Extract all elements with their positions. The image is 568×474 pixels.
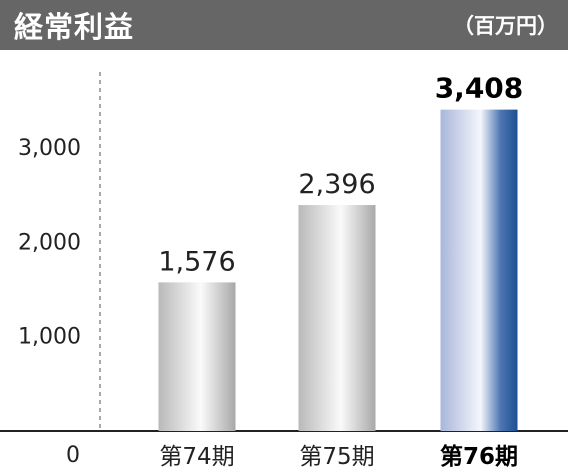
bar <box>158 282 236 431</box>
y-tick-label: 0 <box>66 443 80 468</box>
bar-chart: 0 1,000 2,000 3,000 1,576 2,396 3,408 第74期 第75… <box>0 72 568 470</box>
unit-label: （百万円） <box>453 14 558 38</box>
category-label: 第76期 <box>440 443 518 470</box>
data-label: 1,576 <box>158 246 235 277</box>
bar <box>440 109 518 431</box>
bar <box>298 205 376 431</box>
y-tick-label: 1,000 <box>18 325 81 350</box>
y-tick-label: 2,000 <box>18 230 81 255</box>
category-label: 第74期 <box>159 444 234 470</box>
category-label: 第75期 <box>299 444 374 470</box>
chart-title: 経常利益 <box>14 10 135 44</box>
data-label: 2,396 <box>298 169 375 200</box>
y-tick-label: 3,000 <box>18 136 81 161</box>
data-label: 3,408 <box>435 72 524 105</box>
chart-header: 経常利益 （百万円） <box>0 0 568 50</box>
